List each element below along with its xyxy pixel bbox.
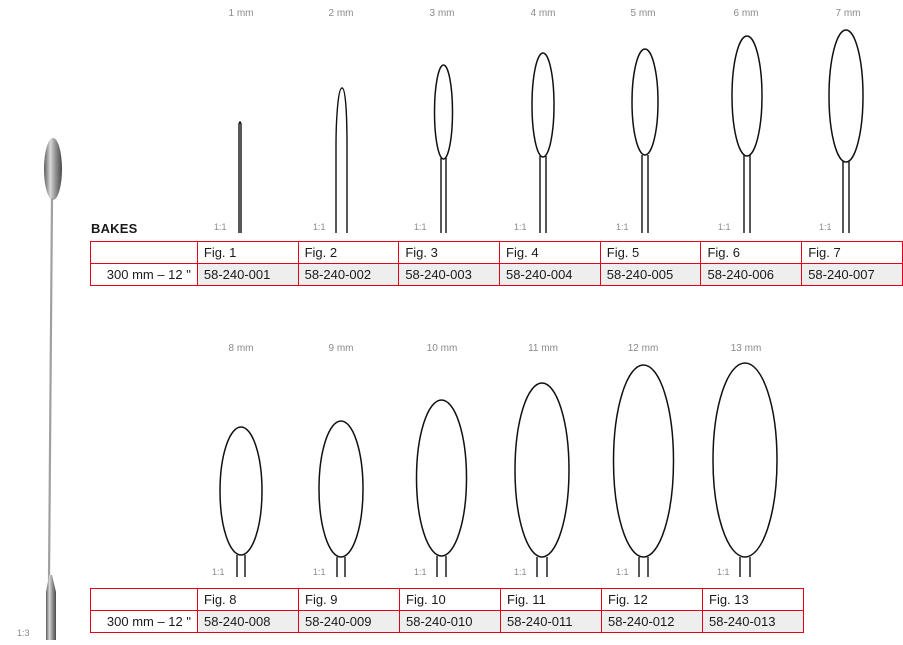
tip-drawing-12 xyxy=(612,364,675,577)
tip-drawing-2 xyxy=(335,87,348,233)
tip-drawing-5 xyxy=(631,48,659,233)
article-number: 58-240-010 xyxy=(399,610,501,633)
size-label-9: 9 mm xyxy=(328,343,354,354)
article-number: 58-240-012 xyxy=(601,610,703,633)
tip-drawing-3 xyxy=(433,64,454,233)
tip-drawing-9 xyxy=(318,420,364,577)
empty-header-cell xyxy=(90,588,198,611)
scale-marker-fig7: 1:1 xyxy=(819,222,832,232)
tip-drawing-7 xyxy=(828,29,864,233)
tip-drawing-4 xyxy=(531,52,555,233)
article-number: 58-240-013 xyxy=(702,610,804,633)
size-label-6: 6 mm xyxy=(733,8,759,19)
scale-marker-fig8: 1:1 xyxy=(212,567,225,577)
size-label-12: 12 mm xyxy=(627,343,659,354)
article-number: 58-240-008 xyxy=(197,610,299,633)
figure-cell: Fig. 11 xyxy=(500,588,602,611)
figure-cell: Fig. 1 xyxy=(196,241,299,264)
length-label: 300 mm – 12 " xyxy=(90,263,198,286)
article-number: 58-240-001 xyxy=(196,263,299,286)
scale-marker-fig2: 1:1 xyxy=(313,222,326,232)
tip-drawing-10 xyxy=(415,399,468,577)
figure-cell: Fig. 12 xyxy=(601,588,703,611)
scale-marker-fig9: 1:1 xyxy=(313,567,326,577)
tip-drawing-11 xyxy=(514,382,570,577)
scale-marker-fig4: 1:1 xyxy=(514,222,527,232)
figure-cell: Fig. 7 xyxy=(801,241,903,264)
scale-marker-fig11: 1:1 xyxy=(514,567,527,577)
scale-marker-fig13: 1:1 xyxy=(717,567,730,577)
article-number: 58-240-009 xyxy=(298,610,400,633)
article-number: 58-240-006 xyxy=(700,263,803,286)
spec-table-row1: Fig. 1 Fig. 2 Fig. 3 Fig. 4 Fig. 5 Fig. … xyxy=(90,241,903,286)
figure-cell: Fig. 4 xyxy=(499,241,601,264)
scale-marker-fig5: 1:1 xyxy=(616,222,629,232)
scale-marker-fig1: 1:1 xyxy=(214,222,227,232)
size-label-2: 2 mm xyxy=(328,8,354,19)
figure-cell: Fig. 9 xyxy=(298,588,400,611)
article-number: 58-240-011 xyxy=(500,610,602,633)
scale-marker-fig10: 1:1 xyxy=(414,567,427,577)
article-row: 300 mm – 12 " 58-240-001 58-240-002 58-2… xyxy=(90,263,903,286)
figure-cell: Fig. 10 xyxy=(399,588,501,611)
spec-table-row2: Fig. 8 Fig. 9 Fig. 10 Fig. 11 Fig. 12 Fi… xyxy=(90,588,804,633)
tip-drawing-1 xyxy=(238,121,242,233)
figure-cell: Fig. 8 xyxy=(197,588,299,611)
tip-drawing-13 xyxy=(712,362,778,577)
size-label-8: 8 mm xyxy=(228,343,254,354)
scale-marker-fig6: 1:1 xyxy=(718,222,731,232)
article-number: 58-240-002 xyxy=(297,263,400,286)
size-label-10: 10 mm xyxy=(426,343,458,354)
scale-marker-fig3: 1:1 xyxy=(414,222,427,232)
article-number: 58-240-004 xyxy=(499,263,601,286)
article-number: 58-240-005 xyxy=(599,263,702,286)
tip-drawing-6 xyxy=(731,35,763,233)
size-label-11: 11 mm xyxy=(528,343,558,354)
size-label-7: 7 mm xyxy=(835,8,861,19)
size-label-13: 13 mm xyxy=(730,343,762,354)
size-label-4: 4 mm xyxy=(530,8,556,19)
figure-row: Fig. 8 Fig. 9 Fig. 10 Fig. 11 Fig. 12 Fi… xyxy=(90,588,804,611)
scale-marker-fig12: 1:1 xyxy=(616,567,629,577)
article-number: 58-240-007 xyxy=(801,263,903,286)
overview-scale-label: 1:3 xyxy=(17,628,30,638)
figure-cell: Fig. 13 xyxy=(702,588,804,611)
article-number: 58-240-003 xyxy=(398,263,501,286)
tip-drawing-8 xyxy=(219,426,263,577)
size-label-5: 5 mm xyxy=(630,8,656,19)
size-label-3: 3 mm xyxy=(429,8,455,19)
figure-cell: Fig. 3 xyxy=(398,241,501,264)
length-label: 300 mm – 12 " xyxy=(90,610,198,633)
section-title: BAKES xyxy=(91,221,138,236)
article-row: 300 mm – 12 " 58-240-008 58-240-009 58-2… xyxy=(90,610,804,633)
size-label-1: 1 mm xyxy=(228,8,254,19)
